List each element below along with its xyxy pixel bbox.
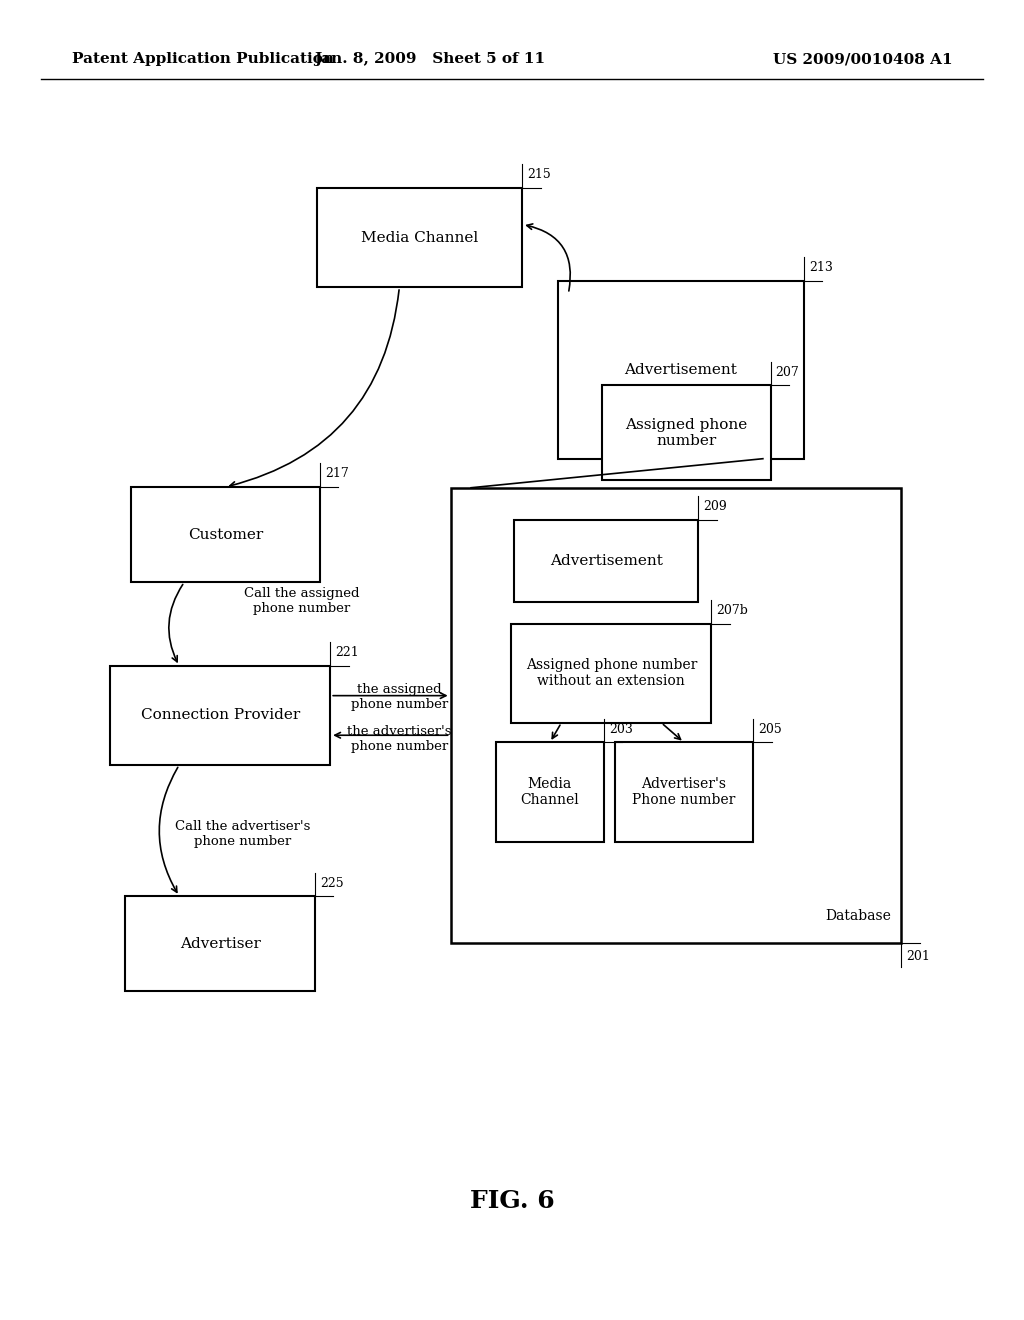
FancyBboxPatch shape (497, 742, 604, 842)
Text: Advertiser's
Phone number: Advertiser's Phone number (633, 777, 735, 807)
Text: Advertisement: Advertisement (550, 554, 663, 568)
FancyBboxPatch shape (511, 624, 711, 722)
Text: FIG. 6: FIG. 6 (470, 1189, 554, 1213)
Text: 225: 225 (319, 876, 344, 890)
Text: US 2009/0010408 A1: US 2009/0010408 A1 (773, 53, 952, 66)
Text: Media Channel: Media Channel (361, 231, 478, 244)
FancyBboxPatch shape (602, 385, 771, 480)
Text: 217: 217 (326, 467, 349, 480)
Text: Assigned phone
number: Assigned phone number (625, 418, 748, 447)
Text: Call the assigned
phone number: Call the assigned phone number (245, 586, 359, 615)
Text: 215: 215 (527, 169, 551, 181)
Text: Customer: Customer (187, 528, 263, 541)
Text: Media
Channel: Media Channel (520, 777, 580, 807)
Text: Call the advertiser's
phone number: Call the advertiser's phone number (175, 820, 310, 849)
FancyBboxPatch shape (111, 665, 330, 764)
Text: 209: 209 (703, 500, 727, 513)
Text: 213: 213 (809, 261, 833, 275)
Text: Connection Provider: Connection Provider (140, 709, 300, 722)
Text: 221: 221 (336, 647, 359, 659)
FancyBboxPatch shape (514, 520, 698, 602)
Text: Patent Application Publication: Patent Application Publication (72, 53, 334, 66)
FancyBboxPatch shape (558, 281, 804, 459)
FancyBboxPatch shape (317, 189, 522, 288)
Text: Database: Database (825, 909, 891, 924)
Text: Jan. 8, 2009   Sheet 5 of 11: Jan. 8, 2009 Sheet 5 of 11 (314, 53, 546, 66)
Text: the assigned
phone number: the assigned phone number (351, 682, 447, 711)
Text: the advertiser's
phone number: the advertiser's phone number (347, 725, 452, 754)
Text: 207: 207 (776, 366, 800, 379)
Text: 205: 205 (758, 723, 782, 737)
FancyBboxPatch shape (131, 487, 319, 582)
Text: Advertisement: Advertisement (625, 363, 737, 376)
Text: 201: 201 (906, 950, 930, 962)
FancyBboxPatch shape (614, 742, 754, 842)
FancyBboxPatch shape (451, 487, 901, 942)
Text: Advertiser: Advertiser (180, 937, 260, 950)
Text: 207b: 207b (716, 605, 749, 618)
Text: Assigned phone number
without an extension: Assigned phone number without an extensi… (525, 659, 697, 688)
FancyBboxPatch shape (125, 896, 315, 991)
Text: 203: 203 (608, 723, 633, 737)
